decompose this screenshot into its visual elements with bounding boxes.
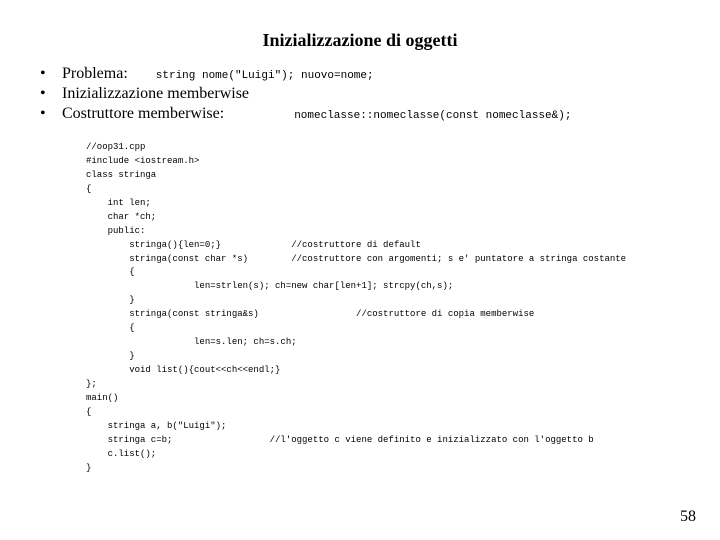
slide: Inizializzazione di oggetti • Problema: … xyxy=(0,0,720,540)
page-number: 58 xyxy=(680,508,696,526)
slide-title: Inizializzazione di oggetti xyxy=(40,30,680,51)
bullet-label: Costruttore memberwise: xyxy=(62,105,294,123)
bullet-list: • Problema: string nome("Luigi"); nuovo=… xyxy=(40,65,680,123)
bullet-code: string nome("Luigi"); nuovo=nome; xyxy=(156,70,374,82)
bullet-marker: • xyxy=(40,66,62,82)
bullet-item: • Problema: string nome("Luigi"); nuovo=… xyxy=(40,65,680,83)
code-block: //oop31.cpp #include <iostream.h> class … xyxy=(86,141,680,476)
bullet-marker: • xyxy=(40,106,62,122)
bullet-code: nomeclasse::nomeclasse(const nomeclasse&… xyxy=(294,110,571,122)
bullet-item: • Inizializzazione memberwise xyxy=(40,85,680,103)
bullet-label: Inizializzazione memberwise xyxy=(62,85,249,103)
bullet-item: • Costruttore memberwise: nomeclasse::no… xyxy=(40,105,680,123)
bullet-label: Problema: xyxy=(62,65,156,83)
bullet-marker: • xyxy=(40,86,62,102)
